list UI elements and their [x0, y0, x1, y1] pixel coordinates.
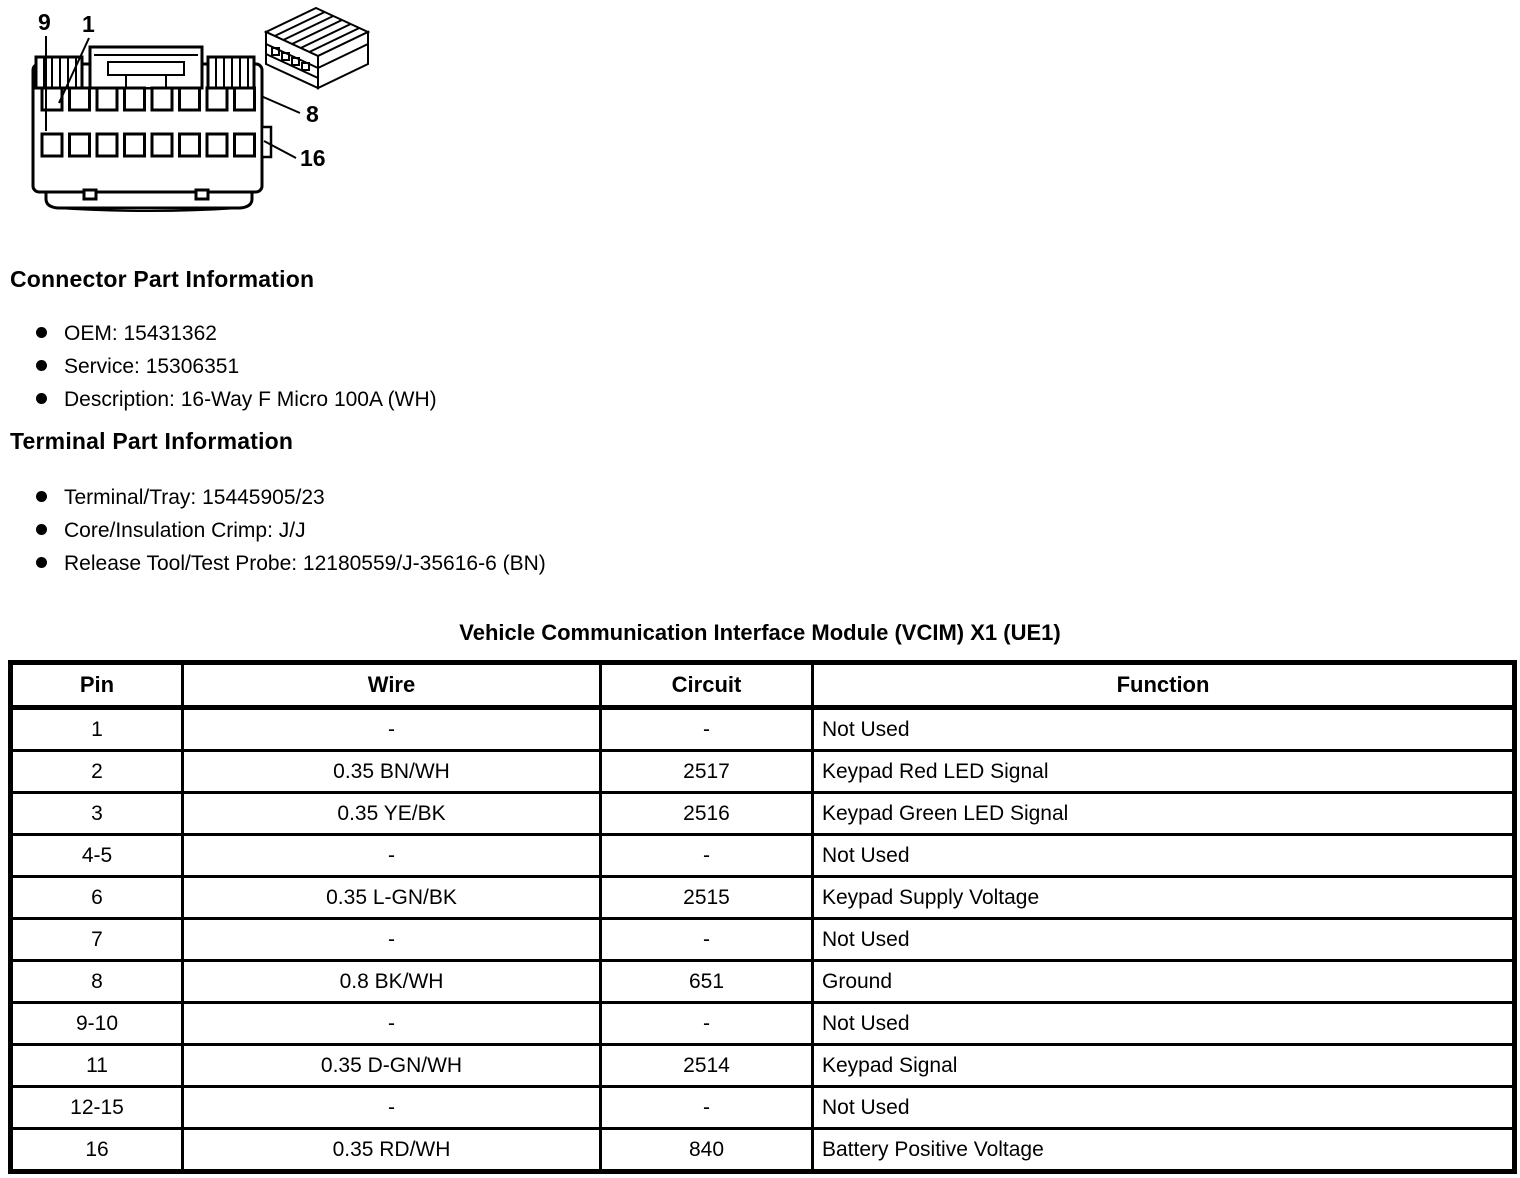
table-row: 16 0.35 RD/WH 840 Battery Positive Volta…: [9, 1127, 1516, 1173]
connector-diagram-svg: 9 1 8 16: [31, 6, 371, 212]
pin-cell: 9-10: [9, 1001, 184, 1046]
pin-cell: 16: [9, 1127, 184, 1173]
pinout-table: Pin Wire Circuit Function 1 - - Not Used…: [8, 660, 1517, 1174]
list-item-service: Service: 15306351: [36, 355, 239, 379]
function-cell: Ground: [811, 959, 1516, 1004]
col-header-pin: Pin: [9, 661, 184, 710]
pin-cell: 7: [9, 917, 184, 962]
circuit-cell: 840: [599, 1127, 814, 1173]
table-row: 8 0.8 BK/WH 651 Ground: [9, 959, 1516, 1004]
col-header-function: Function: [811, 661, 1516, 710]
list-item-text: Description: 16-Way F Micro 100A (WH): [64, 388, 437, 411]
pin-cell: 6: [9, 875, 184, 920]
bullet-icon: [36, 359, 47, 371]
connector-diagram: 9 1 8 16: [0, 0, 400, 240]
list-item-description: Description: 16-Way F Micro 100A (WH): [36, 388, 437, 412]
circuit-cell: -: [599, 1085, 814, 1130]
pin-cell: 11: [9, 1043, 184, 1088]
circuit-cell: 2517: [599, 749, 814, 794]
circuit-cell: -: [599, 917, 814, 962]
function-cell: Keypad Green LED Signal: [811, 791, 1516, 836]
function-cell: Battery Positive Voltage: [811, 1127, 1516, 1173]
wire-cell: 0.35 BN/WH: [181, 749, 602, 794]
bullet-icon: [36, 523, 47, 535]
wire-cell: 0.35 L-GN/BK: [181, 875, 602, 920]
pin-cell: 8: [9, 959, 184, 1004]
bullet-icon: [36, 490, 47, 502]
circuit-cell: 651: [599, 959, 814, 1004]
wire-cell: -: [181, 917, 602, 962]
wire-cell: 0.8 BK/WH: [181, 959, 602, 1004]
wire-cell: -: [181, 833, 602, 878]
function-cell: Not Used: [811, 1085, 1516, 1130]
list-item-core-crimp: Core/Insulation Crimp: J/J: [36, 519, 306, 543]
list-item-text: Release Tool/Test Probe: 12180559/J-3561…: [64, 552, 546, 575]
pin-cell: 1: [9, 706, 184, 752]
pinout-table-title: Vehicle Communication Interface Module (…: [459, 620, 1061, 645]
bullet-icon: [36, 392, 47, 404]
wire-cell: -: [181, 1085, 602, 1130]
callout-label-8: 8: [306, 101, 319, 127]
list-item-terminal-tray: Terminal/Tray: 15445905/23: [36, 486, 325, 510]
bullet-icon: [36, 326, 47, 338]
wire-cell: 0.35 D-GN/WH: [181, 1043, 602, 1088]
callout-leader-lines: [45, 36, 301, 159]
pin-cell: 2: [9, 749, 184, 794]
function-cell: Keypad Supply Voltage: [811, 875, 1516, 920]
circuit-cell: -: [599, 1001, 814, 1046]
connector-isometric-view: [263, 6, 371, 90]
wire-cell: -: [181, 706, 602, 752]
list-item-release-tool: Release Tool/Test Probe: 12180559/J-3561…: [36, 552, 546, 576]
table-row: 1 - - Not Used: [9, 706, 1516, 752]
table-row: 3 0.35 YE/BK 2516 Keypad Green LED Signa…: [9, 791, 1516, 836]
wire-cell: -: [181, 1001, 602, 1046]
pin-cell: 3: [9, 791, 184, 836]
wire-cell: 0.35 RD/WH: [181, 1127, 602, 1173]
function-cell: Keypad Signal: [811, 1043, 1516, 1088]
function-cell: Not Used: [811, 917, 1516, 962]
circuit-cell: -: [599, 706, 814, 752]
table-row: 9-10 - - Not Used: [9, 1001, 1516, 1046]
table-row: 2 0.35 BN/WH 2517 Keypad Red LED Signal: [9, 749, 1516, 794]
connector-front-view: [31, 45, 273, 212]
pin-cell: 4-5: [9, 833, 184, 878]
terminal-part-info-heading: Terminal Part Information: [10, 428, 294, 454]
circuit-cell: 2514: [599, 1043, 814, 1088]
function-cell: Not Used: [811, 1001, 1516, 1046]
table-row: 12-15 - - Not Used: [9, 1085, 1516, 1130]
list-item-text: Terminal/Tray: 15445905/23: [64, 486, 325, 509]
table-header-row: Pin Wire Circuit Function: [9, 661, 1516, 710]
function-cell: Not Used: [811, 833, 1516, 878]
callout-label-16: 16: [300, 145, 326, 171]
pin-cell: 12-15: [9, 1085, 184, 1130]
table-row: 7 - - Not Used: [9, 917, 1516, 962]
circuit-cell: 2516: [599, 791, 814, 836]
function-cell: Keypad Red LED Signal: [811, 749, 1516, 794]
table-row: 11 0.35 D-GN/WH 2514 Keypad Signal: [9, 1043, 1516, 1088]
list-item-text: OEM: 15431362: [64, 322, 217, 345]
list-item-oem: OEM: 15431362: [36, 322, 217, 346]
wire-cell: 0.35 YE/BK: [181, 791, 602, 836]
callout-label-1: 1: [82, 11, 95, 37]
circuit-cell: 2515: [599, 875, 814, 920]
bullet-icon: [36, 556, 47, 568]
col-header-wire: Wire: [181, 661, 602, 710]
function-cell: Not Used: [811, 706, 1516, 752]
connector-part-info-heading: Connector Part Information: [10, 266, 315, 292]
col-header-circuit: Circuit: [599, 661, 814, 710]
table-row: 4-5 - - Not Used: [9, 833, 1516, 878]
table-row: 6 0.35 L-GN/BK 2515 Keypad Supply Voltag…: [9, 875, 1516, 920]
list-item-text: Core/Insulation Crimp: J/J: [64, 519, 306, 542]
pinout-table-body: 1 - - Not Used 2 0.35 BN/WH 2517 Keypad …: [9, 706, 1516, 1173]
circuit-cell: -: [599, 833, 814, 878]
list-item-text: Service: 15306351: [64, 355, 240, 378]
callout-label-9: 9: [38, 9, 51, 35]
